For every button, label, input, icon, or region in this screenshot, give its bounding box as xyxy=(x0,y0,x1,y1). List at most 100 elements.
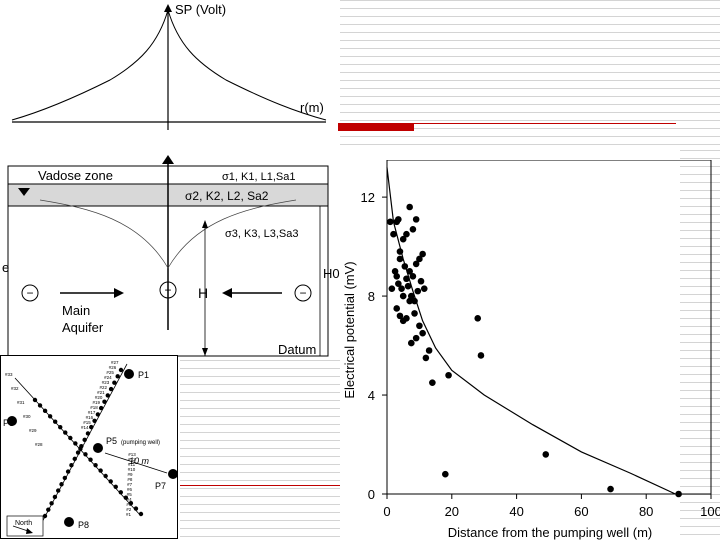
data-point xyxy=(419,250,426,258)
electrode xyxy=(49,501,54,506)
well-p1-label: P1 xyxy=(138,370,149,380)
electrode xyxy=(113,484,118,490)
plus-sign-center: + xyxy=(164,283,171,297)
data-point xyxy=(425,347,433,354)
y-axis-label: Electrical potential (mV) xyxy=(342,261,357,398)
electrode xyxy=(68,435,73,441)
data-point xyxy=(401,263,409,270)
data-point xyxy=(422,354,430,362)
data-point xyxy=(429,379,436,386)
data-point xyxy=(412,216,420,223)
electrode-label: #20 xyxy=(95,395,103,400)
data-point xyxy=(396,255,404,263)
electrode-label: #9 xyxy=(128,472,134,477)
electrode-label: #12 xyxy=(128,457,136,462)
electrode-label: #31 xyxy=(17,400,25,405)
data-point xyxy=(417,277,425,285)
electrode xyxy=(128,500,134,506)
data-point xyxy=(542,451,550,458)
electrode xyxy=(112,380,117,385)
electrode-label: #16 xyxy=(86,415,94,420)
electrode xyxy=(58,424,63,430)
data-point xyxy=(411,310,418,317)
accent-line xyxy=(414,123,676,124)
data-point xyxy=(474,315,482,322)
data-point xyxy=(445,371,452,379)
data-point xyxy=(420,285,428,292)
electrode xyxy=(85,431,91,436)
layer2-params: σ2, K2, L2, Sa2 xyxy=(185,189,269,203)
electrode xyxy=(123,495,129,500)
data-point xyxy=(403,230,410,238)
data-point xyxy=(414,287,422,295)
plot-area xyxy=(386,160,712,495)
electrode xyxy=(88,457,93,462)
trend-line xyxy=(386,167,676,495)
electrode-label: #19 xyxy=(93,400,101,405)
x-tick-label: 60 xyxy=(574,504,588,519)
electrode-label: #2 xyxy=(126,507,132,512)
electrode-label: #4 xyxy=(127,497,133,502)
data-point xyxy=(396,248,404,255)
well-p8-label: P8 xyxy=(78,520,89,530)
electrode-label: #15 xyxy=(83,420,91,425)
electrode xyxy=(115,374,120,379)
y-tick-label: 12 xyxy=(361,190,375,205)
main-label: Main xyxy=(62,303,90,318)
minus-sign-left: − xyxy=(26,286,33,300)
electrode xyxy=(65,469,71,474)
electrode xyxy=(103,473,108,479)
electrode xyxy=(108,479,113,484)
electrode xyxy=(93,462,98,468)
electrode xyxy=(62,475,68,481)
electrode xyxy=(98,405,104,411)
electrode xyxy=(95,412,101,417)
data-point xyxy=(393,305,401,312)
electrode-label: #11 xyxy=(128,462,136,467)
data-point xyxy=(393,272,401,280)
h-label: H xyxy=(198,285,208,301)
x-axis-label: Distance from the pumping well (m) xyxy=(448,525,652,540)
data-point xyxy=(399,235,407,243)
electrode-label: #28 xyxy=(35,442,43,447)
electrode xyxy=(102,399,107,404)
electrode-label: #24 xyxy=(104,375,112,380)
x-tick-label: 0 xyxy=(383,504,390,519)
electrode-label: #13 xyxy=(128,452,136,457)
electrode-label: #26 xyxy=(109,365,117,370)
data-point xyxy=(406,203,413,211)
electrode xyxy=(63,430,68,435)
ruled-background-mid xyxy=(180,360,340,540)
electrode-label: #21 xyxy=(97,390,105,395)
electrode xyxy=(75,450,81,455)
electrode xyxy=(133,506,139,511)
data-point xyxy=(388,285,396,292)
electrode xyxy=(52,494,58,500)
electrode xyxy=(59,482,64,487)
electrode xyxy=(73,441,78,446)
electrode xyxy=(56,488,61,493)
electrode-label: #10 xyxy=(128,467,136,472)
electrode xyxy=(83,452,88,457)
data-point xyxy=(396,312,404,320)
minus-sign-right: − xyxy=(299,286,306,300)
electrode xyxy=(92,418,97,423)
accent-bar xyxy=(338,123,414,131)
electrode xyxy=(72,456,77,462)
data-point xyxy=(390,230,397,238)
data-point xyxy=(442,470,449,478)
electrode-label: #5 xyxy=(127,492,133,497)
well-map-frame: P1 P3 P5 (pumping well) P7 P8 10 m North… xyxy=(0,355,178,539)
layer1-params: σ1, K1, L1,Sa1 xyxy=(222,171,295,183)
aquifer-cross-section: Vadose zone σ1, K1, L1,Sa1 σ2, K2, L2, S… xyxy=(2,155,340,357)
electrode xyxy=(42,408,48,414)
electrode xyxy=(105,393,110,398)
electrode-label: #6 xyxy=(127,487,133,492)
well-p5-label: P5 xyxy=(106,436,117,446)
data-point xyxy=(399,292,407,300)
data-point xyxy=(386,218,394,226)
electrode xyxy=(46,507,51,512)
data-point xyxy=(409,272,417,280)
electrode xyxy=(42,513,48,519)
electrode xyxy=(138,511,144,517)
